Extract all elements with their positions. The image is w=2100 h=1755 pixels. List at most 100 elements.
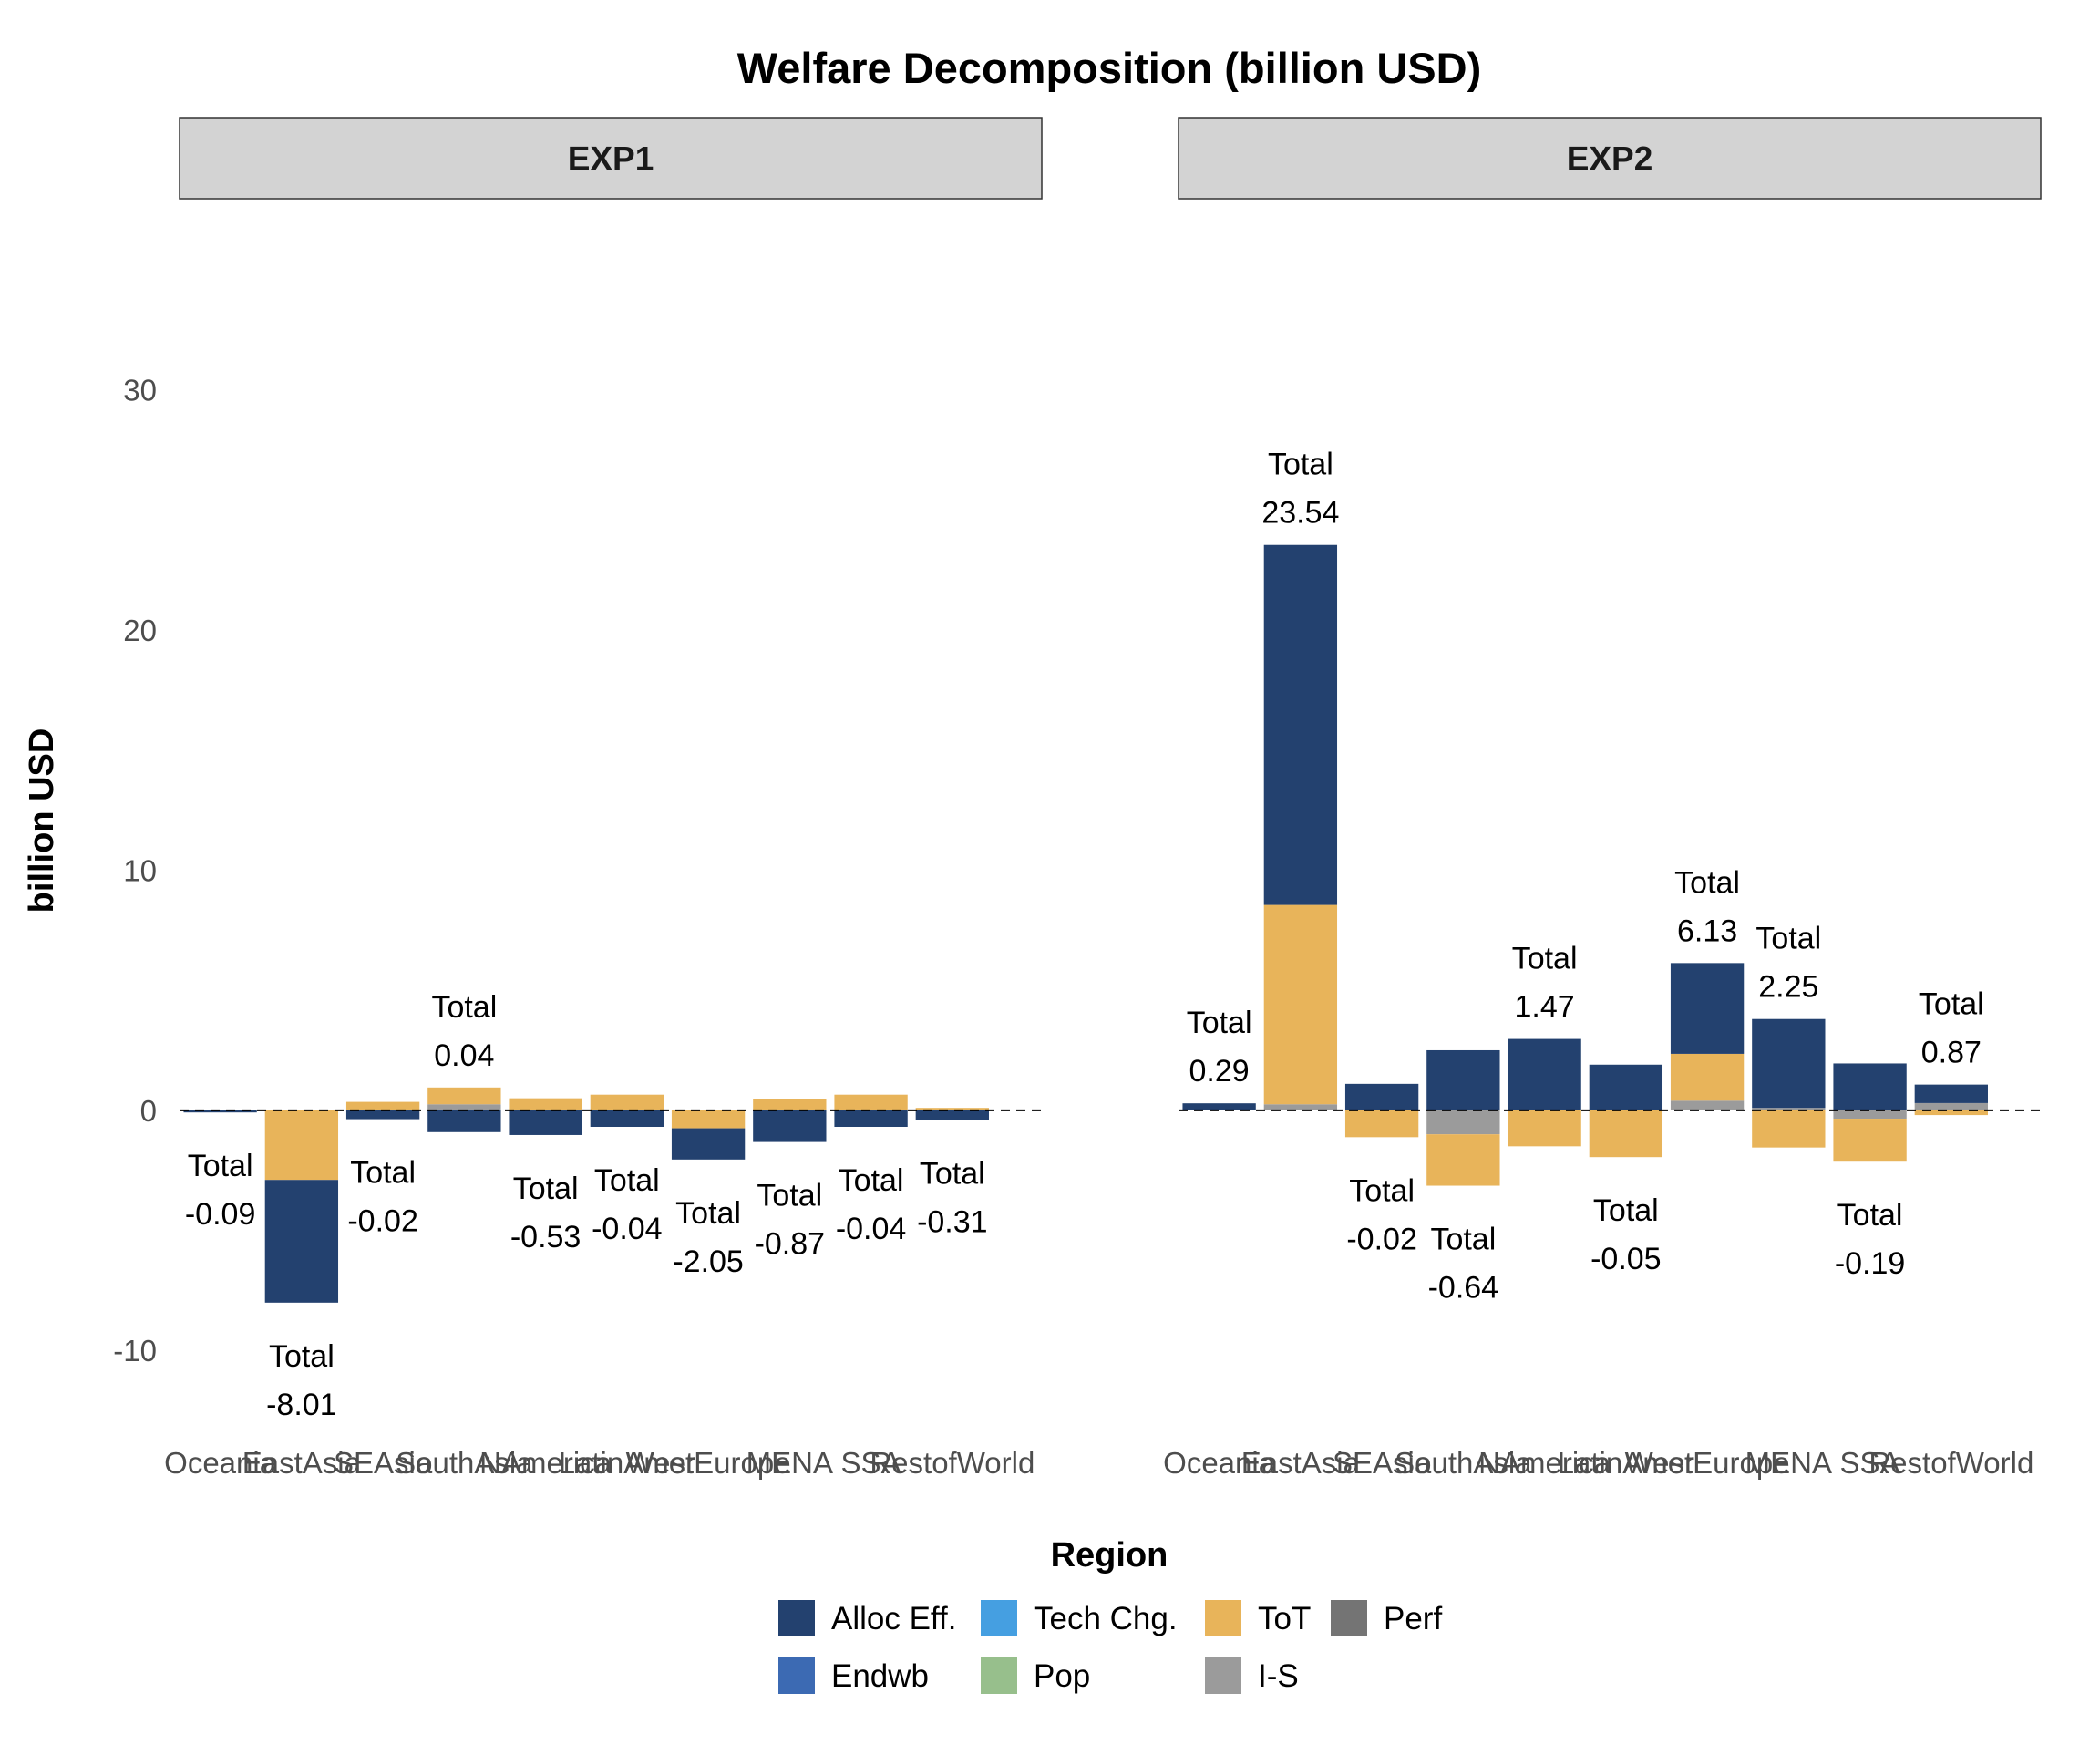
bar-segment-exp2-mena-i-s — [1752, 1108, 1826, 1110]
total-label-exp2-mena: Total — [1755, 922, 1821, 956]
bar-segment-exp2-restofworld-alloc-eff — [1914, 1084, 1988, 1103]
total-label-exp1-mena: Total — [757, 1179, 822, 1213]
y-tick-label-20: 20 — [123, 614, 157, 647]
bar-segment-exp1-southasia-alloc-eff — [427, 1110, 501, 1132]
bars-exp2: Total 0.29 Total 23.54 Total -0.02 Total -0.64 T… — [1182, 448, 1988, 1306]
x-tick-label-exp1-restofworld: RestofWorld — [870, 1446, 1035, 1480]
y-tick-label-10: 10 — [123, 853, 157, 887]
x-tick-label-exp2-mena: MENA — [1745, 1446, 1832, 1480]
bar-segment-exp1-eastasia-tot — [264, 1110, 339, 1181]
bar-segment-exp2-latinamer-tot — [1589, 1110, 1663, 1158]
total-value-exp1-southasia: 0.04 — [434, 1038, 494, 1073]
x-tick-label-exp1-latinamer: LatinAmer — [559, 1446, 695, 1480]
bar-segment-exp2-ssa-i-s — [1833, 1110, 1907, 1120]
legend-swatch-tot — [1205, 1600, 1241, 1636]
panel-exp2: EXP2 Total 0.29 Total 23.54 Total -0.02 Total -0… — [1163, 117, 2042, 1480]
bar-segment-exp1-restofworld-alloc-eff — [915, 1110, 989, 1120]
x-tick-label-exp2-seasia: SEAsia — [1333, 1446, 1432, 1480]
total-value-exp1-latinamer: -0.04 — [592, 1212, 663, 1246]
total-label-exp2-ssa: Total — [1838, 1198, 1903, 1233]
legend-swatch-tech-chg — [981, 1600, 1017, 1636]
bar-segment-exp2-eastasia-i-s — [1263, 1104, 1338, 1110]
x-tick-label-exp1-ssa: SSA — [841, 1446, 901, 1480]
total-value-exp2-restofworld: 0.87 — [1921, 1036, 1982, 1070]
bar-segment-exp1-ssa-tot — [834, 1094, 908, 1110]
total-label-exp1-restofworld: Total — [920, 1157, 985, 1192]
bar-segment-exp1-latinamer-tot — [590, 1094, 664, 1110]
x-tick-label-exp2-westeurope: WestEurope — [1625, 1446, 1790, 1480]
bar-segment-exp2-eastasia-tot — [1263, 904, 1338, 1105]
legend-swatch-perf — [1331, 1600, 1367, 1636]
x-axis-title: Region — [1051, 1536, 1168, 1574]
total-label-exp2-seasia: Total — [1349, 1173, 1415, 1208]
bar-segment-exp1-southasia-tot — [427, 1087, 501, 1105]
bar-segment-exp1-oceania-alloc-eff — [183, 1110, 257, 1113]
bar-segment-exp2-latinamer-alloc-eff — [1589, 1064, 1663, 1110]
x-tick-label-exp2-namerica: NAmerica — [1478, 1446, 1611, 1480]
x-tick-label-exp1-westeurope: WestEurope — [626, 1446, 791, 1480]
legend-label-pop: Pop — [1034, 1658, 1090, 1694]
x-tick-label-exp2-restofworld: RestofWorld — [1868, 1446, 2033, 1480]
panel-strip-label-exp1: EXP1 — [568, 140, 654, 178]
y-tick-label-minus-10: -10 — [113, 1334, 157, 1368]
panels-layer: -100102030EXP1Total-0.09Total-8.01Total-… — [113, 117, 2042, 1480]
y-tick-label-0: 0 — [140, 1094, 157, 1128]
total-label-exp2-eastasia: Total — [1268, 448, 1333, 482]
bar-segment-exp2-seasia-tot — [1344, 1110, 1419, 1138]
bar-segment-exp2-southasia-alloc-eff — [1426, 1049, 1500, 1110]
y-tick-label-30: 30 — [123, 374, 157, 408]
total-value-exp2-southasia: -0.64 — [1428, 1271, 1499, 1306]
legend-label-perf: Perf — [1384, 1601, 1442, 1636]
x-tick-label-exp1-namerica: NAmerica — [479, 1446, 612, 1480]
total-value-exp2-namerica: 1.47 — [1515, 990, 1575, 1025]
total-label-exp2-restofworld: Total — [1919, 987, 1984, 1022]
total-value-exp2-eastasia: 23.54 — [1261, 496, 1339, 531]
bar-segment-exp2-restofworld-i-s — [1914, 1102, 1988, 1110]
x-tick-label-exp2-ssa: SSA — [1840, 1446, 1900, 1480]
legend: Alloc Eff. Tech Chg. ToT Perf Endwb Pop I-S — [778, 1600, 1442, 1694]
bar-segment-exp2-southasia-tot — [1426, 1134, 1500, 1186]
bar-segment-exp2-westeurope-alloc-eff — [1670, 963, 1745, 1054]
x-tick-label-exp2-oceania: Oceania — [1163, 1446, 1276, 1480]
bar-segment-exp1-restofworld-tot — [915, 1108, 989, 1110]
bar-segment-exp1-namerica-alloc-eff — [509, 1110, 582, 1135]
total-label-exp2-namerica: Total — [1512, 942, 1578, 976]
x-tick-label-exp1-southasia: SouthAsia — [396, 1446, 533, 1480]
total-value-exp1-namerica: -0.53 — [510, 1220, 582, 1254]
bar-segment-exp2-ssa-alloc-eff — [1833, 1063, 1907, 1110]
panel-exp1: EXP1 Total -0.09 Total -8.01 Total -0.02 Total 0… — [164, 117, 1043, 1480]
bar-segment-exp1-latinamer-alloc-eff — [590, 1110, 664, 1127]
panel-strip-exp2 — [1178, 117, 2042, 200]
total-value-exp2-seasia: -0.02 — [1346, 1222, 1417, 1256]
bar-segment-exp1-mena-tot — [753, 1099, 827, 1110]
total-value-exp1-eastasia: -8.01 — [266, 1388, 337, 1422]
total-label-exp2-oceania: Total — [1187, 1006, 1252, 1040]
total-value-exp1-mena: -0.87 — [755, 1227, 826, 1262]
bar-segment-exp1-seasia-tot — [345, 1101, 420, 1110]
bar-segment-exp2-restofworld-tot — [1914, 1110, 1988, 1116]
bar-segment-exp1-ssa-alloc-eff — [834, 1110, 908, 1127]
total-value-exp1-westeurope: -2.05 — [673, 1244, 744, 1279]
bar-segment-exp1-namerica-tot — [509, 1098, 582, 1110]
legend-label-alloc-eff: Alloc Eff. — [831, 1601, 956, 1636]
bars-exp1: Total -0.09 Total -8.01 Total -0.02 Total 0.04 T… — [183, 990, 989, 1422]
bar-segment-exp2-mena-alloc-eff — [1752, 1018, 1826, 1109]
total-value-exp1-oceania: -0.09 — [185, 1197, 256, 1232]
x-tick-label-exp1-seasia: SEAsia — [334, 1446, 433, 1480]
legend-swatch-i-s — [1205, 1657, 1241, 1694]
legend-label-endwb: Endwb — [831, 1658, 929, 1694]
legend-label-tech-chg: Tech Chg. — [1034, 1601, 1178, 1636]
bar-segment-exp2-mena-tot — [1752, 1110, 1826, 1148]
total-value-exp2-latinamer: -0.05 — [1590, 1242, 1662, 1276]
bar-segment-exp1-eastasia-alloc-eff — [264, 1180, 339, 1303]
bar-segment-exp1-westeurope-tot — [671, 1110, 746, 1129]
total-label-exp2-westeurope: Total — [1674, 865, 1740, 900]
bar-segment-exp2-oceania-alloc-eff — [1182, 1103, 1256, 1110]
total-value-exp2-westeurope: 6.13 — [1677, 914, 1737, 948]
total-label-exp1-oceania: Total — [188, 1149, 253, 1183]
panel-strip-label-exp2: EXP2 — [1567, 140, 1653, 178]
bar-segment-exp1-westeurope-alloc-eff — [671, 1128, 746, 1160]
legend-swatch-endwb — [778, 1657, 815, 1694]
bar-segment-exp2-namerica-tot — [1508, 1110, 1581, 1147]
